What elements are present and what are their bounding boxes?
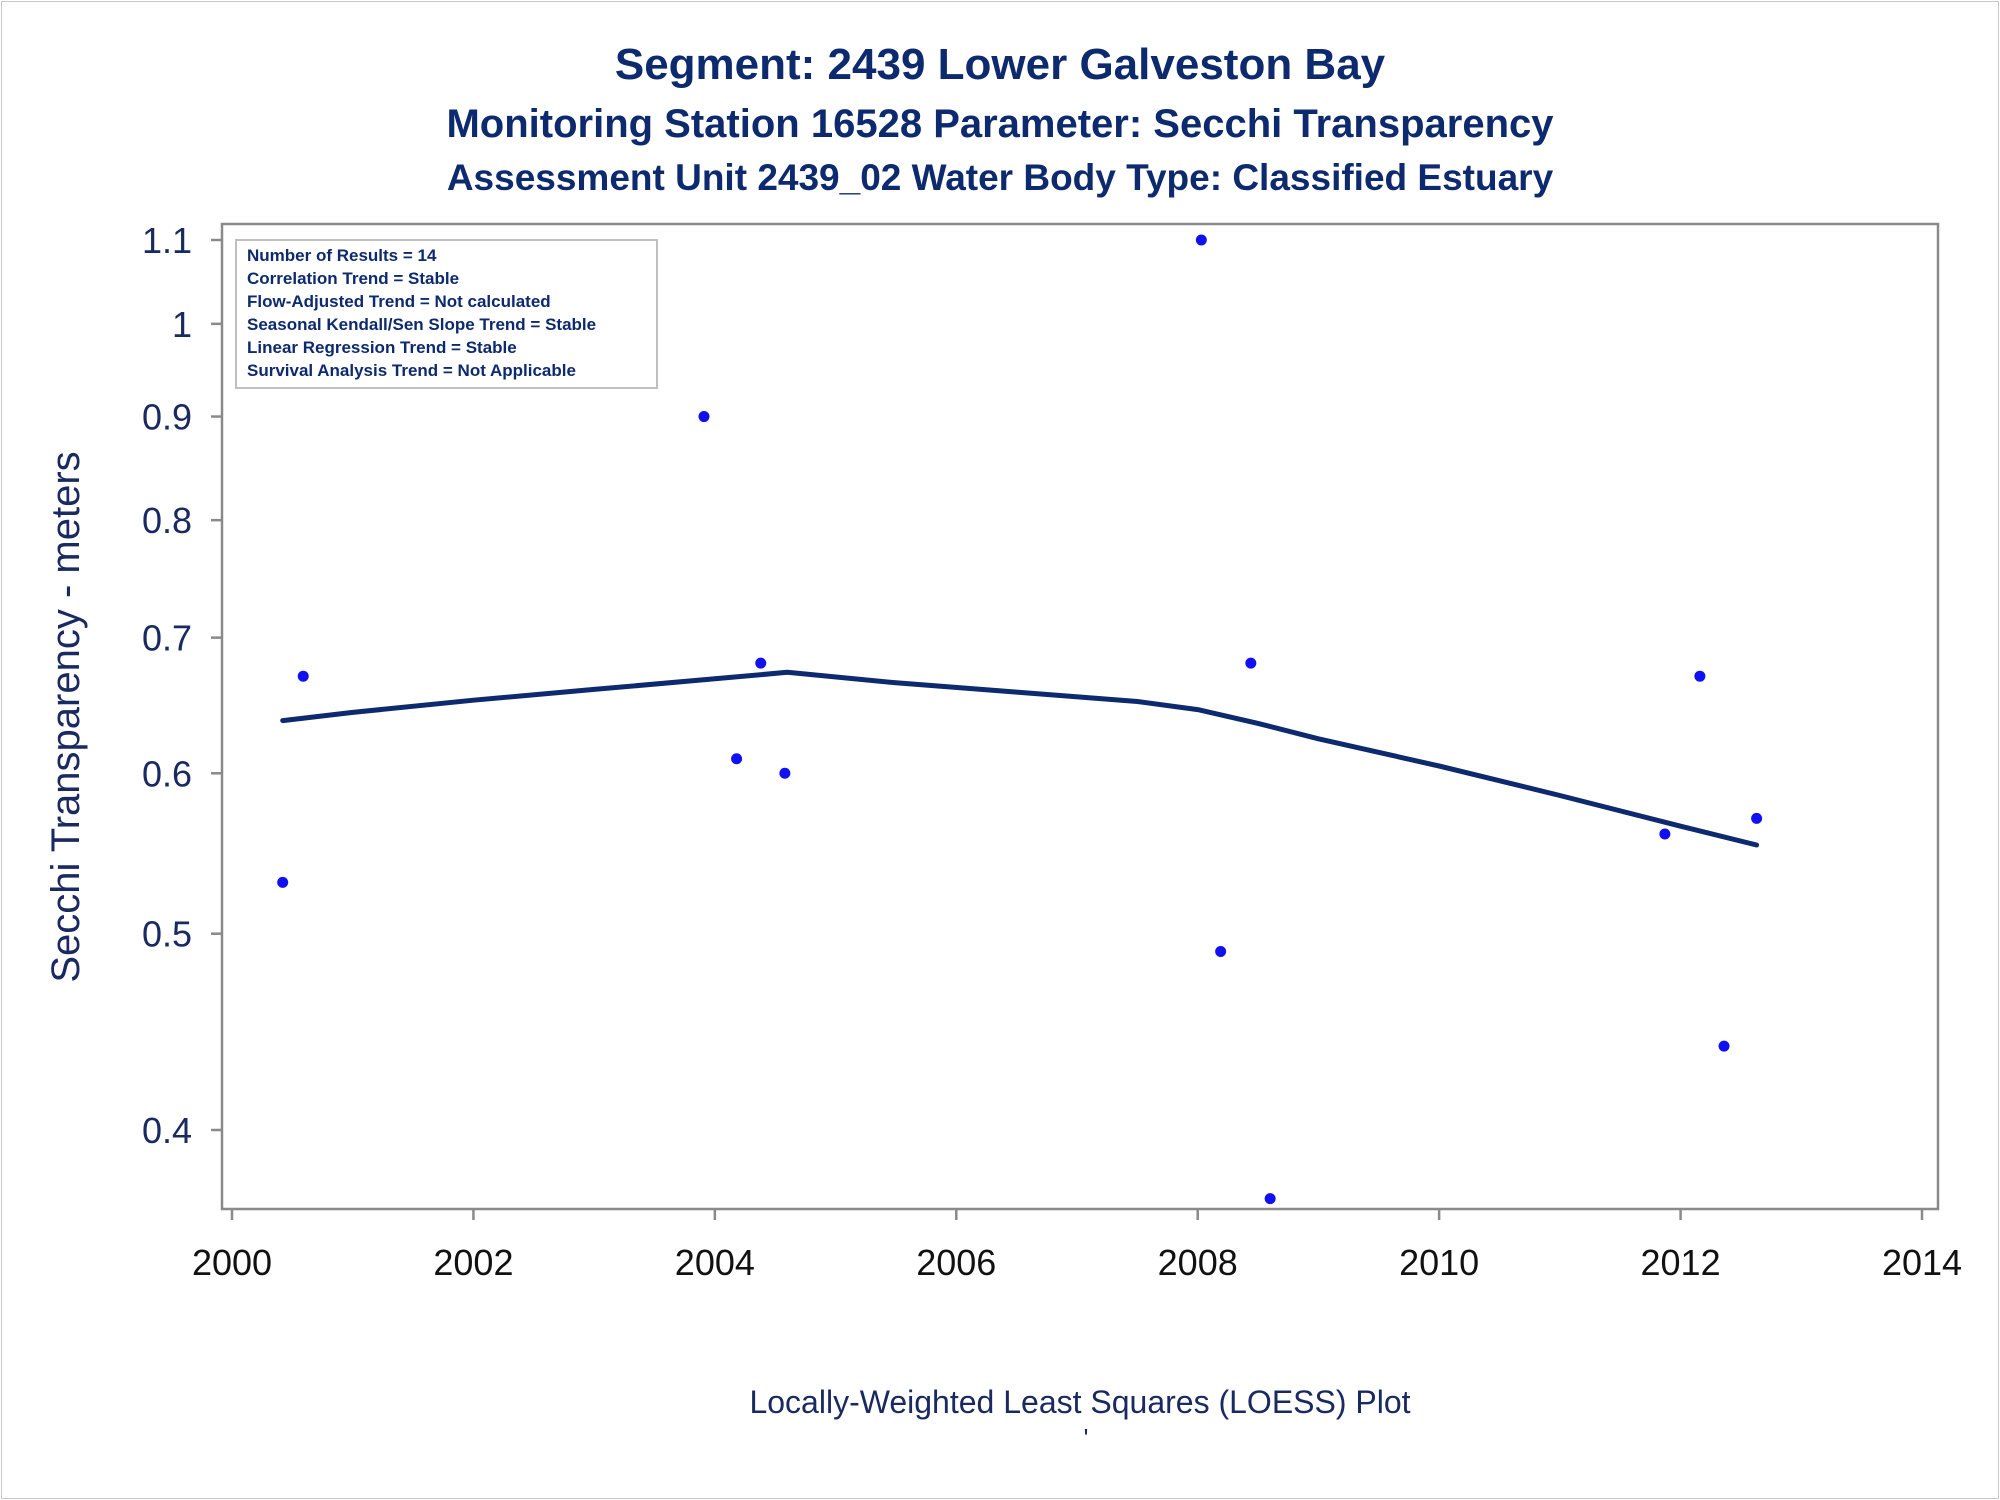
data-point bbox=[1245, 657, 1257, 669]
y-tick-label: 0.6 bbox=[142, 753, 192, 794]
data-point bbox=[1264, 1193, 1276, 1205]
x-tick-label: 2006 bbox=[916, 1242, 996, 1283]
stats-line: Survival Analysis Trend = Not Applicable bbox=[247, 361, 576, 380]
y-tick-label: 0.5 bbox=[142, 914, 192, 955]
stats-line: Flow-Adjusted Trend = Not calculated bbox=[247, 292, 551, 311]
chart-subtitle-2: Assessment Unit 2439_02 Water Body Type:… bbox=[447, 157, 1554, 198]
stats-line: Seasonal Kendall/Sen Slope Trend = Stabl… bbox=[247, 315, 596, 334]
loess-trend-line bbox=[280, 669, 1760, 848]
y-tick-label: 0.7 bbox=[142, 618, 192, 659]
data-point bbox=[1694, 670, 1706, 682]
chart-subtitle: Monitoring Station 16528 Parameter: Secc… bbox=[446, 102, 1554, 146]
data-point bbox=[297, 670, 309, 682]
stats-box bbox=[235, 239, 658, 389]
data-point bbox=[1215, 945, 1227, 957]
data-point bbox=[698, 411, 710, 423]
chart-footnote-mark: ' bbox=[1084, 1423, 1089, 1453]
y-tick-label: 0.4 bbox=[142, 1110, 192, 1151]
data-point bbox=[1659, 828, 1671, 840]
data-point bbox=[1718, 1040, 1730, 1052]
data-point bbox=[731, 753, 743, 765]
y-tick-label: 0.8 bbox=[142, 500, 192, 541]
x-tick-label: 2000 bbox=[192, 1242, 272, 1283]
chart-footnote: Locally-Weighted Least Squares (LOESS) P… bbox=[749, 1384, 1410, 1420]
chart-title: Segment: 2439 Lower Galveston Bay bbox=[615, 40, 1386, 89]
x-tick-label: 2004 bbox=[675, 1242, 755, 1283]
x-tick-label: 2010 bbox=[1399, 1242, 1479, 1283]
x-tick-label: 2002 bbox=[433, 1242, 513, 1283]
y-axis-label: Secchi Transparency - meters bbox=[44, 451, 88, 982]
data-point bbox=[277, 876, 289, 888]
data-point bbox=[1195, 234, 1207, 246]
y-tick-label: 0.9 bbox=[142, 397, 192, 438]
x-tick-label: 2008 bbox=[1158, 1242, 1238, 1283]
plot-area-border bbox=[220, 222, 1940, 1211]
data-point bbox=[779, 767, 791, 779]
y-tick-label: 1 bbox=[172, 304, 192, 345]
data-point bbox=[1751, 812, 1763, 824]
data-point bbox=[755, 657, 767, 669]
x-tick-label: 2012 bbox=[1641, 1242, 1721, 1283]
stats-line: Correlation Trend = Stable bbox=[247, 269, 459, 288]
x-tick-label: 2014 bbox=[1882, 1242, 1962, 1283]
stats-line: Linear Regression Trend = Stable bbox=[247, 338, 517, 357]
y-tick-label: 1.1 bbox=[142, 220, 192, 261]
stats-line: Number of Results = 14 bbox=[247, 246, 437, 265]
